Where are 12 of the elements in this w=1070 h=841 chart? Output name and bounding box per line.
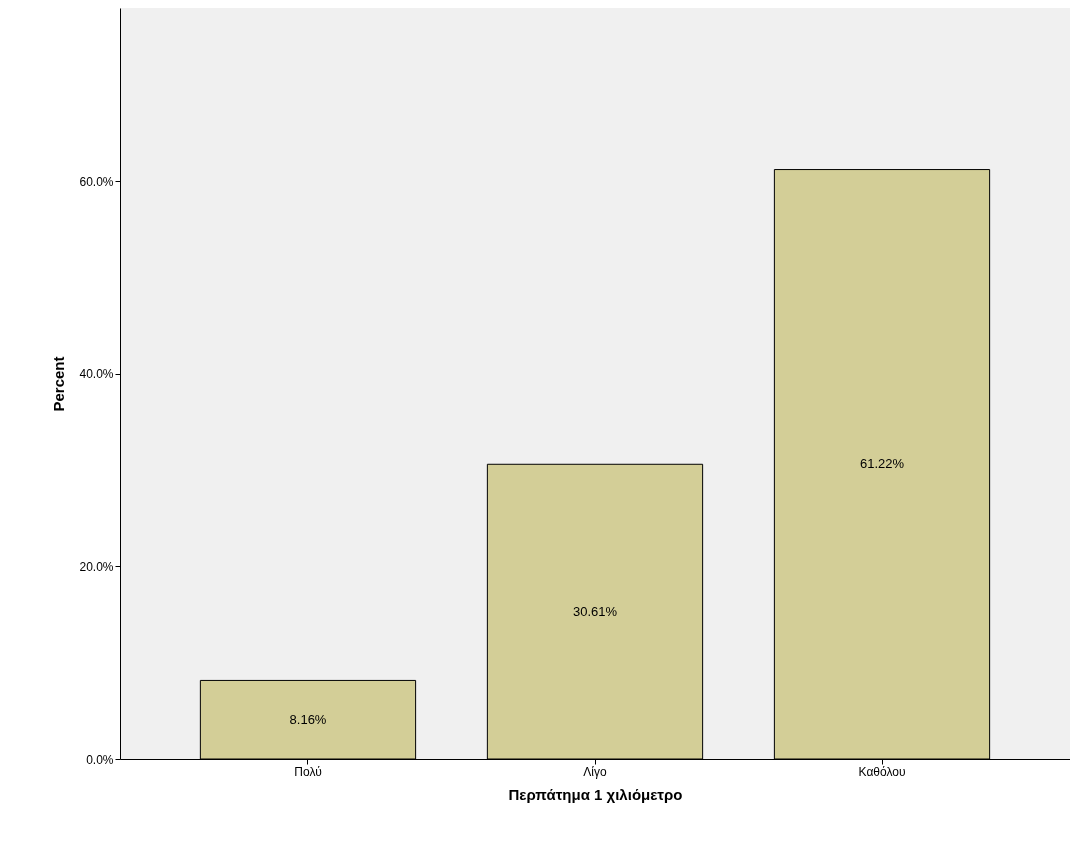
data-label: 61.22% — [859, 456, 905, 472]
x-tick-label: Πολύ — [294, 764, 322, 779]
y-tick-label: 0.0% — [86, 752, 114, 767]
x-tick-label: Καθόλου — [858, 764, 906, 779]
x-tick-label: Λίγο — [583, 764, 607, 779]
data-label: 30.61% — [572, 603, 618, 619]
data-label: 8.16% — [289, 711, 327, 727]
y-tick-label: 40.0% — [79, 367, 114, 382]
y-axis-title: Percent — [50, 356, 68, 412]
x-axis-title: Περπάτημα 1 χιλιόμετρο — [508, 785, 683, 803]
y-tick-label: 60.0% — [79, 174, 114, 189]
y-tick-label: 20.0% — [79, 559, 114, 574]
